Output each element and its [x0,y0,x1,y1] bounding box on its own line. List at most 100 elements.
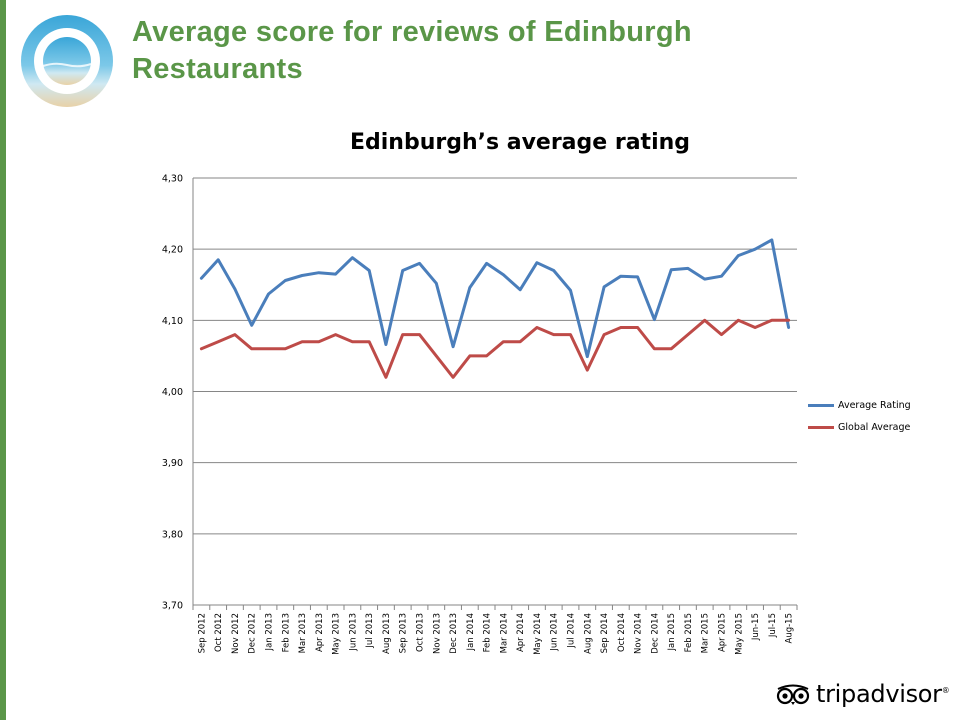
x-tick-label: Oct 2013 [416,613,426,652]
data-point-global-average [351,340,354,343]
y-tick-label: 4,30 [162,174,183,185]
data-point-global-average [787,319,790,322]
tripadvisor-owl-icon [776,684,810,705]
data-point-average-rating [485,262,488,265]
x-tick-label: Mar 2014 [499,613,509,653]
x-tick-label: Jan 2015 [667,613,677,651]
data-point-global-average [317,340,321,343]
data-point-average-rating [367,269,371,272]
data-point-average-rating [535,261,539,264]
x-tick-label: Feb 2014 [483,613,493,652]
x-tick-label: Dec 2014 [650,613,660,654]
legend-item-average-rating: Average Rating [808,394,911,416]
x-tick-label: Apr 2013 [315,613,325,652]
data-point-global-average [418,333,421,336]
data-point-global-average [619,326,623,329]
data-point-average-rating [300,274,304,277]
x-tick-label: Sep 2012 [197,613,207,653]
x-tick-label: Aug 2014 [583,613,593,654]
x-tick-label: Aug-15 [785,613,795,643]
data-point-average-rating [384,343,388,346]
data-point-global-average [636,326,639,329]
data-point-global-average [653,347,656,350]
data-point-average-rating [586,355,589,358]
data-point-average-rating [468,286,472,289]
data-point-global-average [451,376,455,379]
data-point-global-average [435,354,438,358]
data-point-average-rating [787,326,790,329]
x-tick-label: Aug 2013 [382,613,392,654]
data-point-average-rating [686,267,690,270]
data-point-average-rating [451,345,455,348]
x-tick-label: Jan 2013 [265,613,275,651]
data-point-global-average [586,368,589,372]
data-point-average-rating [216,258,220,262]
y-tick-label: 3,80 [162,529,183,540]
data-point-global-average [233,333,237,336]
series-line-global-average [199,318,791,379]
data-point-global-average [569,333,572,336]
data-point-average-rating [569,289,572,292]
x-tick-label: Jun 2013 [348,613,358,652]
x-tick-label: Sep 2013 [399,613,409,653]
data-point-average-rating [518,288,522,291]
y-tick-label: 3,90 [162,458,183,469]
x-tick-label: Nov 2012 [231,613,241,654]
data-point-average-rating [401,269,404,272]
data-point-global-average [300,340,304,343]
data-point-global-average [502,340,505,343]
tripadvisor-logo: tripadvisor® [776,680,950,708]
data-point-global-average [686,333,690,336]
y-tick-label: 4,20 [162,245,183,256]
x-tick-label: Mar 2013 [298,613,308,653]
data-point-global-average [552,333,555,336]
x-tick-label: Nov 2013 [432,613,442,654]
y-tick-label: 3,70 [162,601,183,612]
data-point-global-average [535,326,539,329]
data-point-average-rating [753,247,757,251]
data-point-average-rating [720,275,723,278]
data-point-average-rating [770,238,774,242]
tripadvisor-registered-mark: ® [941,686,950,695]
series-line-average-rating [199,238,791,359]
legend-swatch-global-average [808,425,834,429]
x-tick-label: Oct 2014 [617,613,627,652]
x-tick-label: Jul 2014 [567,613,577,649]
legend-label-global-average: Global Average [838,421,911,433]
x-tick-label: Jul 2013 [365,613,375,649]
x-tick-label: Feb 2015 [684,613,694,652]
chart-title: Edinburgh’s average rating [349,130,691,155]
data-point-global-average [284,347,287,350]
legend-swatch-average-rating [808,403,834,407]
data-point-global-average [703,319,706,322]
x-tick-label: Apr 2015 [718,613,728,652]
data-point-global-average [720,333,723,336]
data-point-average-rating [703,277,706,281]
data-point-average-rating [502,273,505,276]
tripadvisor-wordmark-text: tripadvisor [816,680,942,708]
slide-title: Average score for reviews of Edinburgh R… [132,16,692,85]
data-point-average-rating [200,277,203,280]
x-tick-label: Jun-15 [751,613,761,641]
accent-sidebar-bar [0,0,6,720]
legend-item-global-average: Global Average [808,416,911,438]
data-point-average-rating [351,256,354,259]
x-tick-label: Oct 2012 [214,613,224,652]
data-point-global-average [518,340,522,343]
circle-beach-logo-icon [21,15,113,107]
x-tick-label: Mar 2015 [701,613,711,653]
x-tick-label: Feb 2013 [281,613,291,652]
x-tick-label: Jul-15 [768,613,778,638]
data-point-global-average [485,354,488,358]
data-point-average-rating [334,272,337,276]
data-point-average-rating [267,292,270,296]
data-point-global-average [200,347,203,350]
tripadvisor-wordmark: tripadvisor® [816,680,950,708]
data-point-average-rating [669,268,673,272]
data-point-average-rating [317,271,321,274]
data-point-average-rating [418,262,421,265]
y-tick-label: 4,00 [162,387,183,398]
data-point-global-average [367,340,371,343]
data-point-global-average [384,376,388,379]
